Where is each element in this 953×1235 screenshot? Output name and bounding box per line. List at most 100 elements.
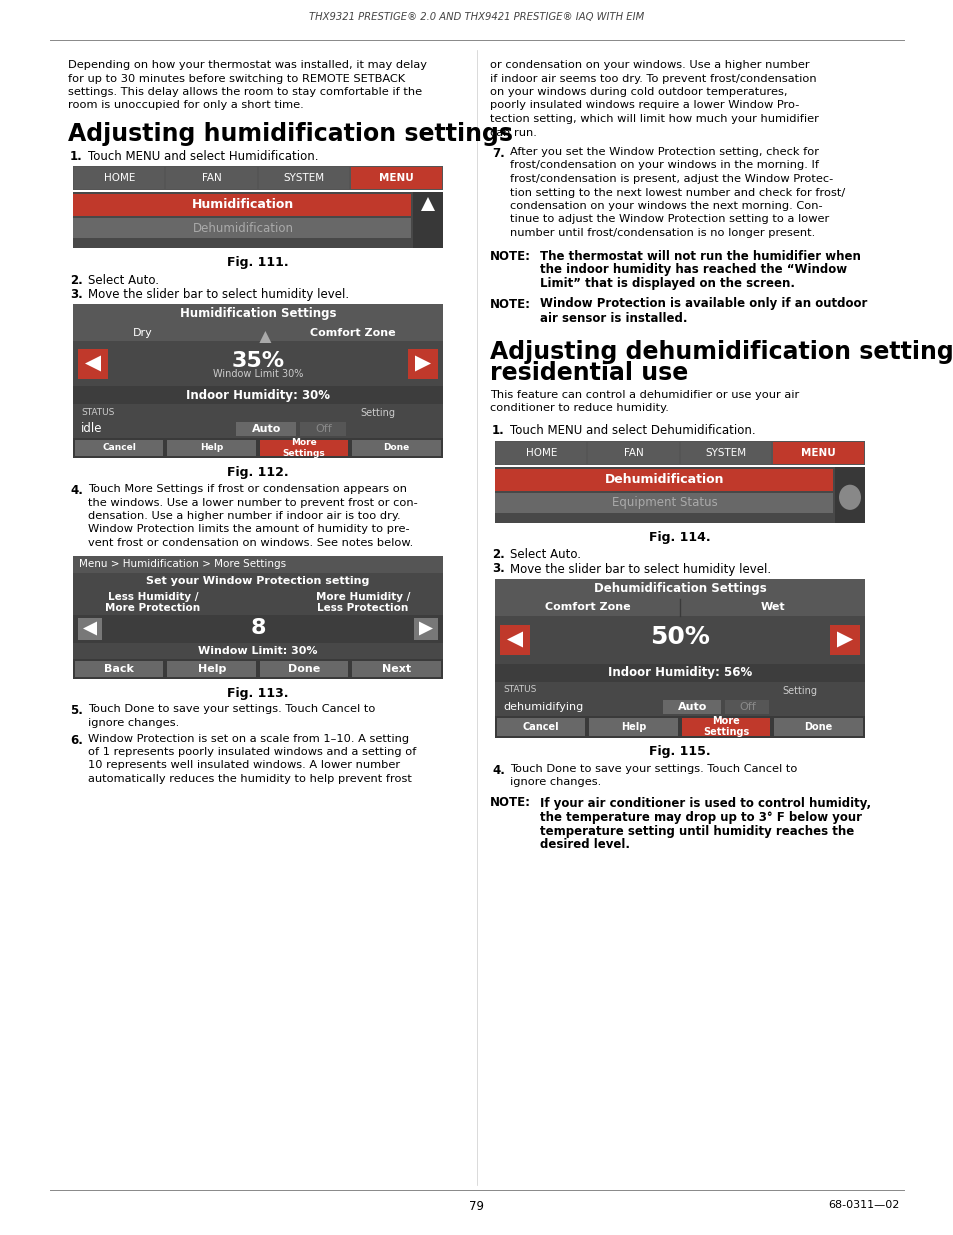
Text: the indoor humidity has reached the “Window: the indoor humidity has reached the “Win…	[539, 263, 846, 277]
Text: Cancel: Cancel	[522, 721, 559, 731]
Bar	[408, 348, 437, 378]
Bar	[495, 467, 864, 522]
Text: temperature setting until humidity reaches the: temperature setting until humidity reach…	[539, 825, 853, 837]
Text: poorly insulated windows require a lower Window Pro-: poorly insulated windows require a lower…	[490, 100, 799, 110]
Bar	[495, 493, 832, 513]
Text: ignore changes.: ignore changes.	[88, 718, 179, 727]
Bar	[73, 165, 442, 190]
Text: Window Limit 30%: Window Limit 30%	[213, 369, 303, 379]
Text: FAN: FAN	[623, 447, 643, 457]
Text: 1.: 1.	[492, 425, 504, 437]
Text: room is unoccupied for only a short time.: room is unoccupied for only a short time…	[68, 100, 303, 110]
Text: can run.: can run.	[490, 127, 537, 137]
Text: or condensation on your windows. Use a higher number: or condensation on your windows. Use a h…	[490, 61, 809, 70]
Text: This feature can control a dehumidifier or use your air: This feature can control a dehumidifier …	[490, 389, 799, 399]
Text: dehumidifying: dehumidifying	[502, 701, 582, 711]
Text: Window Protection limits the amount of humidity to pre-: Window Protection limits the amount of h…	[88, 525, 409, 535]
Text: MENU: MENU	[801, 447, 835, 457]
Text: More Humidity /
Less Protection: More Humidity / Less Protection	[315, 592, 410, 614]
Bar	[73, 219, 411, 238]
Bar	[73, 191, 442, 248]
Bar	[300, 422, 346, 436]
Bar	[236, 422, 296, 436]
Text: 2.: 2.	[70, 274, 83, 287]
Bar	[168, 661, 255, 677]
Text: Move the slider bar to select humidity level.: Move the slider bar to select humidity l…	[510, 562, 770, 576]
Text: Limit” that is displayed on the screen.: Limit” that is displayed on the screen.	[539, 278, 794, 290]
Bar	[680, 441, 771, 463]
Text: STATUS: STATUS	[502, 685, 536, 694]
Text: 35%: 35%	[232, 351, 284, 370]
Polygon shape	[506, 631, 522, 647]
Text: the temperature may drop up to 3° F below your: the temperature may drop up to 3° F belo…	[539, 810, 862, 824]
Text: Next: Next	[382, 663, 411, 673]
Polygon shape	[836, 631, 852, 647]
Bar	[495, 682, 864, 698]
Polygon shape	[259, 331, 271, 343]
Text: More
Settings: More Settings	[283, 438, 325, 458]
Bar	[73, 194, 411, 216]
Bar	[496, 441, 586, 463]
Text: Touch Done to save your settings. Touch Cancel to: Touch Done to save your settings. Touch …	[88, 704, 375, 715]
Bar	[75, 440, 163, 456]
Text: Help: Help	[197, 663, 226, 673]
Text: Depending on how your thermostat was installed, it may delay: Depending on how your thermostat was ins…	[68, 61, 427, 70]
Bar	[73, 556, 442, 573]
Text: densation. Use a higher number if indoor air is too dry.: densation. Use a higher number if indoor…	[88, 511, 400, 521]
Bar	[351, 167, 441, 189]
Bar	[73, 573, 442, 590]
Bar	[834, 467, 864, 522]
Text: of 1 represents poorly insulated windows and a setting of: of 1 represents poorly insulated windows…	[88, 747, 416, 757]
Text: Touch MENU and select Humidification.: Touch MENU and select Humidification.	[88, 149, 318, 163]
Text: residential use: residential use	[490, 362, 687, 385]
Text: MENU: MENU	[379, 173, 414, 183]
Text: Humidification: Humidification	[192, 199, 294, 211]
Text: 2.: 2.	[492, 548, 504, 562]
Bar	[73, 590, 442, 615]
Text: Fig. 113.: Fig. 113.	[227, 687, 289, 699]
Text: settings. This delay allows the room to stay comfortable if the: settings. This delay allows the room to …	[68, 86, 421, 98]
Text: tection setting, which will limit how much your humidifier: tection setting, which will limit how mu…	[490, 114, 818, 124]
Text: Fig. 112.: Fig. 112.	[227, 466, 289, 479]
Text: 5.: 5.	[70, 704, 83, 718]
Bar	[829, 625, 859, 655]
Bar	[74, 167, 164, 189]
Text: 68-0311—02: 68-0311—02	[828, 1200, 899, 1210]
Text: NOTE:: NOTE:	[490, 298, 531, 310]
Text: automatically reduces the humidity to help prevent frost: automatically reduces the humidity to he…	[88, 774, 412, 784]
Text: Move the slider bar to select humidity level.: Move the slider bar to select humidity l…	[88, 288, 349, 301]
Bar	[78, 618, 102, 640]
Text: Off: Off	[314, 424, 332, 433]
Text: HOME: HOME	[525, 447, 557, 457]
Polygon shape	[418, 621, 433, 636]
Bar	[413, 191, 442, 248]
Text: 6.: 6.	[70, 734, 83, 746]
Text: Indoor Humidity: 56%: Indoor Humidity: 56%	[607, 666, 751, 679]
Text: Done: Done	[803, 721, 832, 731]
Text: HOME: HOME	[104, 173, 134, 183]
Text: FAN: FAN	[202, 173, 221, 183]
Text: Indoor Humidity: 30%: Indoor Humidity: 30%	[186, 389, 330, 401]
Text: 7.: 7.	[492, 147, 504, 161]
Bar	[495, 615, 864, 663]
Bar	[78, 348, 108, 378]
Text: ignore changes.: ignore changes.	[510, 777, 600, 787]
Bar	[495, 698, 864, 715]
Text: NOTE:: NOTE:	[490, 797, 531, 809]
Text: conditioner to reduce humidity.: conditioner to reduce humidity.	[490, 403, 668, 412]
Text: THX9321 PRESTIGE® 2.0 AND THX9421 PRESTIGE® IAQ WITH EIM: THX9321 PRESTIGE® 2.0 AND THX9421 PRESTI…	[309, 12, 644, 22]
Text: Done: Done	[288, 663, 320, 673]
Text: 10 represents well insulated windows. A lower number: 10 represents well insulated windows. A …	[88, 761, 399, 771]
Bar	[352, 661, 440, 677]
Text: for up to 30 minutes before switching to REMOTE SETBACK: for up to 30 minutes before switching to…	[68, 74, 405, 84]
Text: Window Limit: 30%: Window Limit: 30%	[198, 646, 317, 656]
Text: SYSTEM: SYSTEM	[283, 173, 324, 183]
Bar	[495, 715, 864, 737]
Bar	[73, 404, 442, 420]
Text: Comfort Zone: Comfort Zone	[310, 327, 395, 337]
Bar	[73, 341, 442, 387]
Text: 1.: 1.	[70, 149, 83, 163]
Text: Set your Window Protection setting: Set your Window Protection setting	[146, 577, 370, 587]
Text: 3.: 3.	[492, 562, 504, 576]
Text: Menu > Humidification > More Settings: Menu > Humidification > More Settings	[79, 559, 286, 569]
